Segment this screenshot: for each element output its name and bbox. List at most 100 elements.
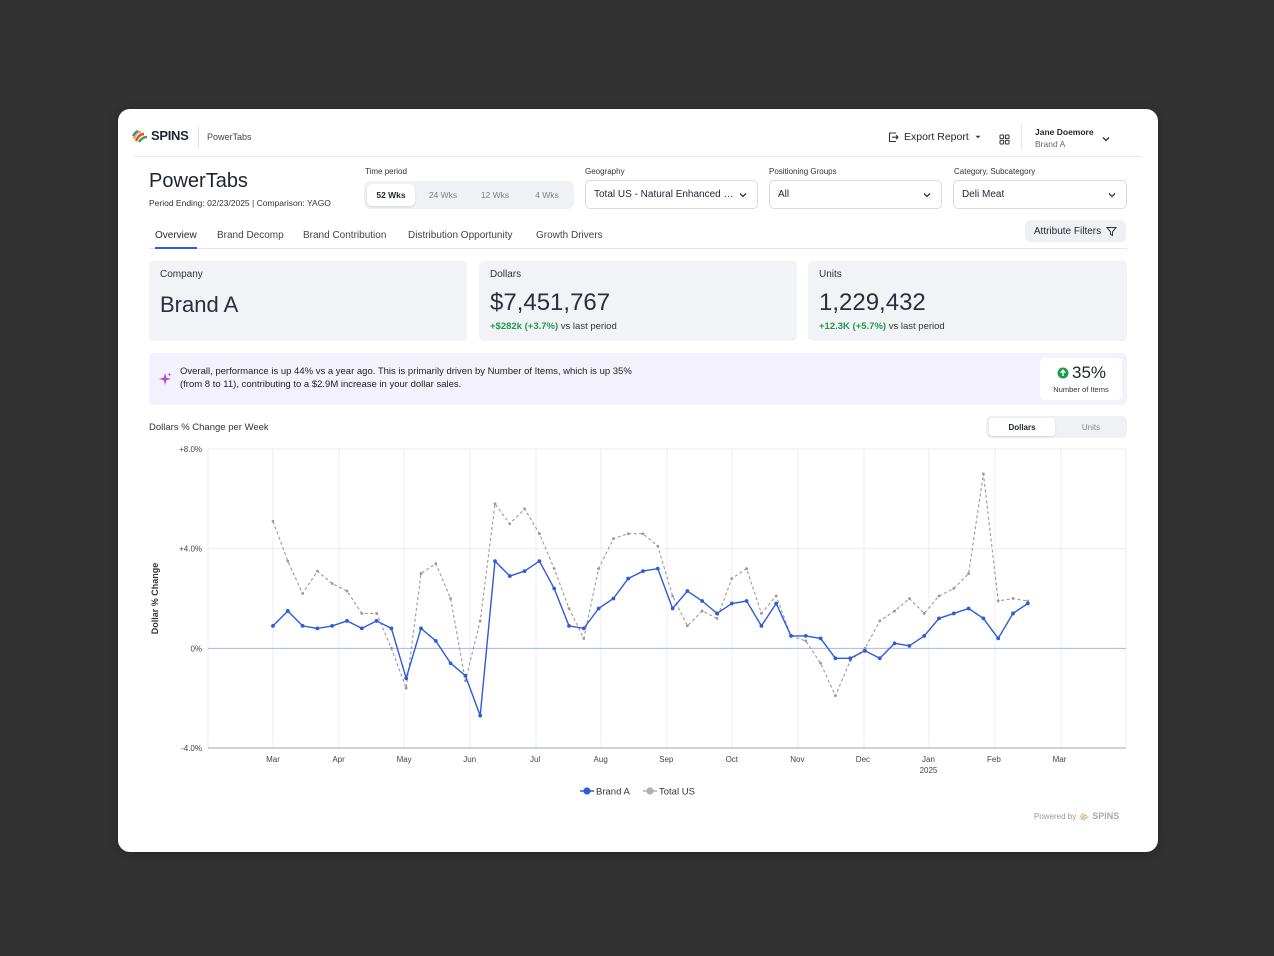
data-point-brand-a: [759, 624, 764, 628]
chevron-down-icon: [1102, 137, 1110, 142]
x-tick-label: Feb: [987, 755, 1001, 764]
data-point-total-us: [656, 544, 660, 548]
powered-by-logo-text: SPINS: [1092, 811, 1120, 821]
x-tick-label: Aug: [594, 755, 608, 764]
user-org[interactable]: Brand A: [1035, 139, 1066, 149]
toggle-units[interactable]: Units: [1081, 422, 1101, 432]
x-tick-label: Jul: [530, 755, 540, 764]
geography-select[interactable]: Total US - Natural Enhanced Channel: [585, 180, 758, 209]
data-point-brand-a: [374, 619, 379, 623]
data-point-brand-a: [670, 606, 675, 611]
tab-overview[interactable]: Overview: [155, 230, 197, 249]
series-line-brand-a: [272, 559, 1029, 716]
kpi-units-value: 1,229,432: [819, 289, 926, 316]
user-name[interactable]: Jane Doemore: [1035, 127, 1094, 137]
x-tick-label: Oct: [726, 755, 739, 764]
data-point-total-us: [878, 619, 882, 623]
data-point-total-us: [996, 599, 1000, 603]
data-point-brand-a: [611, 596, 616, 601]
data-point-total-us: [982, 472, 985, 476]
data-point-brand-a: [655, 566, 660, 571]
time-option-24[interactable]: 24 Wks: [428, 190, 458, 200]
kpi-dollars-card: Dollars $7,451,767 +$282k (+3.7%) vs las…: [479, 261, 797, 341]
kpi-units-delta: +12.3K (+5.7%) vs last period: [819, 321, 945, 332]
time-period-selector: 52 Wks 24 Wks 12 Wks 4 Wks: [364, 181, 574, 209]
time-option-4[interactable]: 4 Wks: [535, 190, 559, 200]
app-name: PowerTabs: [207, 132, 252, 142]
category-select[interactable]: Deli Meat: [953, 180, 1127, 209]
ai-insight-banner: Overall, performance is up 44% vs a year…: [149, 353, 1127, 405]
tab-brand-decomp[interactable]: Brand Decomp: [217, 230, 284, 241]
tab-growth-drivers[interactable]: Growth Drivers: [536, 230, 603, 241]
chart-axes: +8.0% +4.0% 0% -4.0% Dollar % Change Mar Apr Ma…: [150, 445, 1067, 775]
data-point-total-us: [863, 646, 867, 650]
attribute-filters-label: Attribute Filters: [1033, 225, 1102, 237]
filter-icon: [1106, 226, 1118, 236]
data-point-brand-a: [389, 626, 394, 631]
time-option-52[interactable]: 52 Wks: [367, 184, 415, 206]
data-point-brand-a: [848, 656, 853, 661]
kpi-dollars-label: Dollars: [490, 269, 522, 280]
positioning-value: All: [778, 189, 790, 200]
spins-logo[interactable]: SPINS: [132, 128, 189, 143]
top-bar: [134, 109, 1142, 157]
data-point-brand-a: [478, 713, 483, 718]
data-point-brand-a: [715, 611, 719, 616]
data-point-total-us: [804, 639, 808, 643]
data-point-brand-a: [937, 616, 941, 621]
tab-distribution-opportunity[interactable]: Distribution Opportunity: [408, 230, 513, 241]
data-point-brand-a: [863, 648, 867, 653]
insight-line-1: Overall, performance is up 44% vs a year…: [180, 366, 632, 377]
y-axis-label: Dollar % Change: [150, 563, 160, 635]
x-tick-label: Mar: [1053, 755, 1067, 764]
data-point-total-us: [316, 569, 319, 573]
kpi-dollars-value: $7,451,767: [490, 289, 611, 316]
data-point-total-us: [493, 502, 497, 506]
data-point-brand-a: [789, 633, 793, 638]
data-point-total-us: [582, 636, 586, 640]
toggle-dollars[interactable]: Dollars: [989, 418, 1055, 436]
data-point-total-us: [819, 661, 822, 665]
data-point-brand-a: [744, 599, 749, 603]
legend-label: Total US: [659, 787, 695, 798]
data-point-total-us: [360, 612, 364, 615]
insight-metric-label: Number of Items: [1053, 385, 1109, 394]
tab-brand-contribution[interactable]: Brand Contribution: [303, 230, 387, 241]
sparkle-icon: [159, 372, 172, 385]
insight-metric-badge: 35% Number of Items: [1040, 358, 1122, 400]
data-point-brand-a: [818, 636, 823, 641]
x-tick-label: Jun: [463, 755, 476, 764]
spins-logo-icon: [1079, 812, 1089, 821]
y-tick-label: 0%: [190, 644, 202, 653]
apps-grid-button[interactable]: [999, 132, 1010, 150]
data-point-brand-a: [922, 633, 927, 638]
time-option-12[interactable]: 12 Wks: [480, 190, 510, 200]
x-tick-label: Dec: [856, 755, 870, 764]
data-point-total-us: [908, 597, 911, 600]
kpi-company-label: Company: [160, 269, 203, 280]
user-menu-button[interactable]: [1101, 131, 1111, 149]
data-point-brand-a: [626, 576, 631, 581]
export-report-button[interactable]: Export Report: [888, 131, 982, 143]
data-point-brand-a: [700, 599, 705, 603]
data-point-brand-a: [803, 633, 808, 638]
data-point-total-us: [967, 572, 970, 575]
data-point-total-us: [567, 607, 571, 610]
data-point-brand-a: [300, 624, 305, 628]
chevron-down-icon: [739, 193, 747, 198]
data-point-brand-a: [552, 586, 557, 591]
positioning-select[interactable]: All: [769, 180, 942, 209]
y-tick-label: -4.0%: [181, 744, 202, 753]
data-point-brand-a: [1011, 611, 1015, 616]
insight-text: Overall, performance is up 44% vs a year…: [180, 366, 680, 391]
x-tick-sublabel: 2025: [920, 766, 938, 775]
tab-bar: Overview Brand Decomp Brand Contribution…: [149, 227, 1127, 249]
positioning-label: Positioning Groups: [769, 167, 837, 176]
line-chart: +8.0% +4.0% 0% -4.0% Dollar % Change Mar Apr Ma…: [150, 445, 1127, 798]
data-point-total-us: [730, 577, 734, 580]
data-point-brand-a: [581, 626, 586, 631]
x-tick-label: Sep: [659, 755, 674, 764]
category-value: Deli Meat: [962, 189, 1005, 200]
data-point-brand-a: [729, 601, 734, 606]
attribute-filters-button[interactable]: Attribute Filters: [1025, 220, 1126, 242]
